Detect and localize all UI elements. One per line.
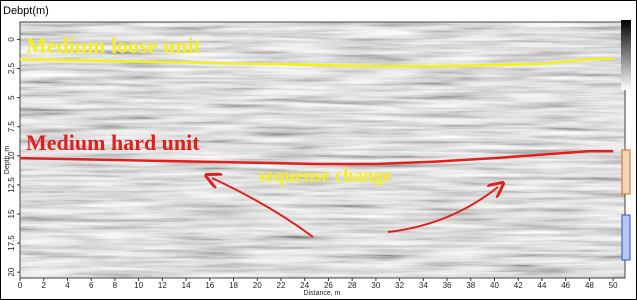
y-tick-label: 17.5 — [7, 235, 16, 251]
x-axis-label: Distance, m — [304, 290, 341, 297]
x-tick-label: 22 — [277, 281, 286, 290]
x-tick-label: 20 — [253, 281, 262, 290]
y-tick-label: 7.5 — [7, 121, 16, 133]
annotation: Medium loose unit — [26, 33, 201, 58]
x-tick-label: 30 — [371, 281, 380, 290]
y-tick-label: 0 — [7, 37, 16, 42]
x-tick-label: 0 — [18, 281, 23, 290]
chart: Debpt(m) Distance, m Depth, m 0246810121… — [0, 0, 637, 300]
annotation: Medium hard unit — [26, 130, 200, 155]
x-tick-label: 32 — [395, 281, 404, 290]
x-tick-label: 14 — [182, 281, 191, 290]
chart-title: Debpt(m) — [3, 5, 49, 17]
x-tick-label: 38 — [466, 281, 475, 290]
x-tick-label: 26 — [324, 281, 333, 290]
x-tick-label: 24 — [300, 281, 309, 290]
x-tick-label: 44 — [538, 281, 547, 290]
x-tick-label: 16 — [205, 281, 214, 290]
y-tick-label: 15 — [7, 209, 16, 218]
x-tick-label: 34 — [419, 281, 428, 290]
x-tick-label: 36 — [443, 281, 452, 290]
y-tick-label: 2.5 — [7, 62, 16, 74]
x-tick-label: 46 — [561, 281, 570, 290]
x-tick-label: 18 — [229, 281, 238, 290]
x-tick-label: 42 — [514, 281, 523, 290]
x-tick-label: 2 — [41, 281, 46, 290]
page: {"chart_data": {"type": "line", "title":… — [0, 0, 637, 300]
x-tick-label: 10 — [134, 281, 143, 290]
x-tick-label: 4 — [65, 281, 70, 290]
x-tick-label: 40 — [490, 281, 499, 290]
legend-swatch — [622, 215, 630, 260]
x-tick-label: 8 — [113, 281, 118, 290]
x-tick-label: 6 — [89, 281, 94, 290]
x-tick-label: 12 — [158, 281, 167, 290]
annotation: sequense change — [258, 165, 392, 186]
legend-swatch — [622, 150, 630, 194]
y-tick-label: 10 — [7, 151, 16, 160]
x-tick-label: 50 — [609, 281, 618, 290]
y-tick-label: 12.5 — [7, 177, 16, 193]
y-tick-label: 5 — [7, 95, 16, 100]
x-tick-label: 28 — [348, 281, 357, 290]
x-tick-label: 48 — [585, 281, 594, 290]
colorbar — [621, 20, 631, 90]
y-tick-label: 20 — [7, 267, 16, 276]
